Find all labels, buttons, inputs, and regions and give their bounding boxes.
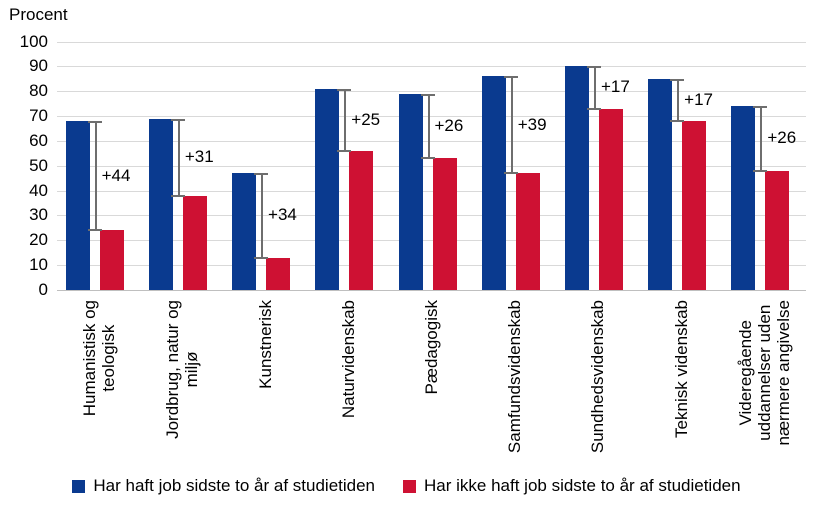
diff-annotation: +31 <box>184 147 214 167</box>
y-axis-tick-label: 0 <box>38 280 48 299</box>
error-bar-cap-top <box>337 88 352 91</box>
category-label-text: Naturvidenskab <box>338 300 358 419</box>
error-bar-cap-bottom <box>420 157 435 160</box>
legend: Har haft job sidste to år af studietiden… <box>0 476 813 496</box>
bar-har-haft-job <box>232 173 257 290</box>
y-axis-tick-label: 50 <box>29 155 48 175</box>
bar-har-ikke-haft-job <box>765 170 790 290</box>
bar-har-ikke-haft-job <box>182 195 207 290</box>
y-axis-tick-label: 70 <box>29 106 48 126</box>
gridline <box>57 265 806 267</box>
bar-har-haft-job <box>315 88 340 290</box>
bar-har-haft-job <box>564 66 589 290</box>
bar-har-ikke-haft-job <box>266 257 291 290</box>
y-axis-tick-label: 90 <box>29 56 48 76</box>
gridline <box>57 290 806 291</box>
category-label-text: Pædagogisk <box>422 300 441 395</box>
category-label-text: Kunstnerisk <box>255 300 275 389</box>
bar-har-haft-job <box>648 78 673 290</box>
y-axis-tick-label: 60 <box>29 130 48 150</box>
bar-har-ikke-haft-job <box>515 173 540 290</box>
category-label: Kunstnerisk <box>256 300 345 389</box>
category-label-text: Videregående uddannelser uden nærmere angi… <box>735 300 793 446</box>
error-bar-cap-bottom <box>170 194 185 197</box>
bar-har-ikke-haft-job <box>682 121 707 290</box>
legend-swatch-blue <box>72 479 86 493</box>
error-bar-cap-top <box>670 78 685 81</box>
legend-item-har-haft-job: Har haft job sidste to år af studietiden <box>72 476 375 496</box>
category-label-text: Humanistisk og teologisk <box>79 300 118 417</box>
diff-annotation: +26 <box>767 128 797 148</box>
bar-har-haft-job <box>65 121 90 290</box>
gridline <box>57 190 806 192</box>
bar-har-ikke-haft-job <box>598 108 623 290</box>
error-bar-line <box>677 78 680 121</box>
gridline <box>57 91 806 93</box>
bar-har-haft-job <box>731 106 756 290</box>
error-bar-cap-bottom <box>503 172 518 175</box>
gridline <box>57 66 806 68</box>
bar-har-haft-job <box>481 76 506 290</box>
error-bar-cap-bottom <box>254 256 269 259</box>
y-axis-tick-label: 40 <box>29 180 48 200</box>
error-bar-cap-top <box>254 173 269 176</box>
category-label-text: Teknisk videnskab <box>671 300 691 438</box>
diff-annotation: +44 <box>101 165 131 185</box>
y-axis-tick-label: 20 <box>29 230 48 250</box>
error-bar-cap-top <box>753 106 768 109</box>
gridline <box>57 140 806 142</box>
error-bar-line <box>760 106 763 171</box>
bar-har-haft-job <box>148 118 173 290</box>
diff-annotation: +34 <box>268 205 297 225</box>
y-axis-tick-label: 80 <box>29 81 48 101</box>
bar-har-haft-job <box>398 93 423 290</box>
category-label-text: Sundhedsvidenskab <box>588 300 608 454</box>
bar-har-ikke-haft-job <box>99 230 124 290</box>
error-bar-line <box>261 173 264 258</box>
error-bar-line <box>510 76 513 174</box>
error-bar-cap-bottom <box>670 120 685 123</box>
error-bar-cap-bottom <box>753 169 768 172</box>
category-label: Videregående uddannelser uden nærmere angi… <box>736 300 813 446</box>
error-bar-cap-top <box>586 66 601 69</box>
legend-swatch-red <box>403 479 417 493</box>
gridline <box>57 165 806 167</box>
error-bar-cap-bottom <box>337 149 352 152</box>
gridline <box>57 215 806 217</box>
diff-annotation: +17 <box>684 89 713 109</box>
diff-annotation: +25 <box>351 109 381 129</box>
legend-item-har-ikke-haft-job: Har ikke haft job sidste to år af studie… <box>403 476 741 496</box>
error-bar-line <box>94 121 97 231</box>
diff-annotation: +17 <box>600 77 630 97</box>
error-bar-cap-bottom <box>87 229 102 232</box>
category-label-text: Samfundsvidenskab <box>505 300 525 454</box>
y-axis-title: Procent <box>9 5 68 24</box>
error-bar-cap-bottom <box>586 107 601 110</box>
error-bar-cap-top <box>170 118 185 121</box>
category-label-text: Jordbrug, natur og miljø <box>162 300 201 439</box>
legend-label: Har ikke haft job sidste to år af studie… <box>424 476 741 495</box>
bar-har-ikke-haft-job <box>432 158 457 290</box>
legend-label: Har haft job sidste to år af studietiden <box>93 476 376 495</box>
gridline <box>57 240 806 242</box>
bar-har-ikke-haft-job <box>349 150 374 290</box>
error-bar-cap-top <box>420 93 435 96</box>
error-bar-line <box>593 66 596 109</box>
y-axis-tick-label: 100 <box>19 31 48 51</box>
error-bar-line <box>344 88 347 151</box>
y-axis-tick-label: 30 <box>29 205 48 225</box>
diff-annotation: +26 <box>434 115 464 135</box>
diff-annotation: +39 <box>517 114 547 134</box>
error-bar-cap-top <box>87 121 102 124</box>
category-label: Pædagogisk <box>422 300 517 395</box>
error-bar-line <box>177 118 180 196</box>
error-bar-line <box>427 93 430 159</box>
gridline <box>57 41 806 43</box>
error-bar-cap-top <box>503 76 518 79</box>
y-axis-tick-label: 10 <box>29 255 48 275</box>
gridline <box>57 116 806 118</box>
